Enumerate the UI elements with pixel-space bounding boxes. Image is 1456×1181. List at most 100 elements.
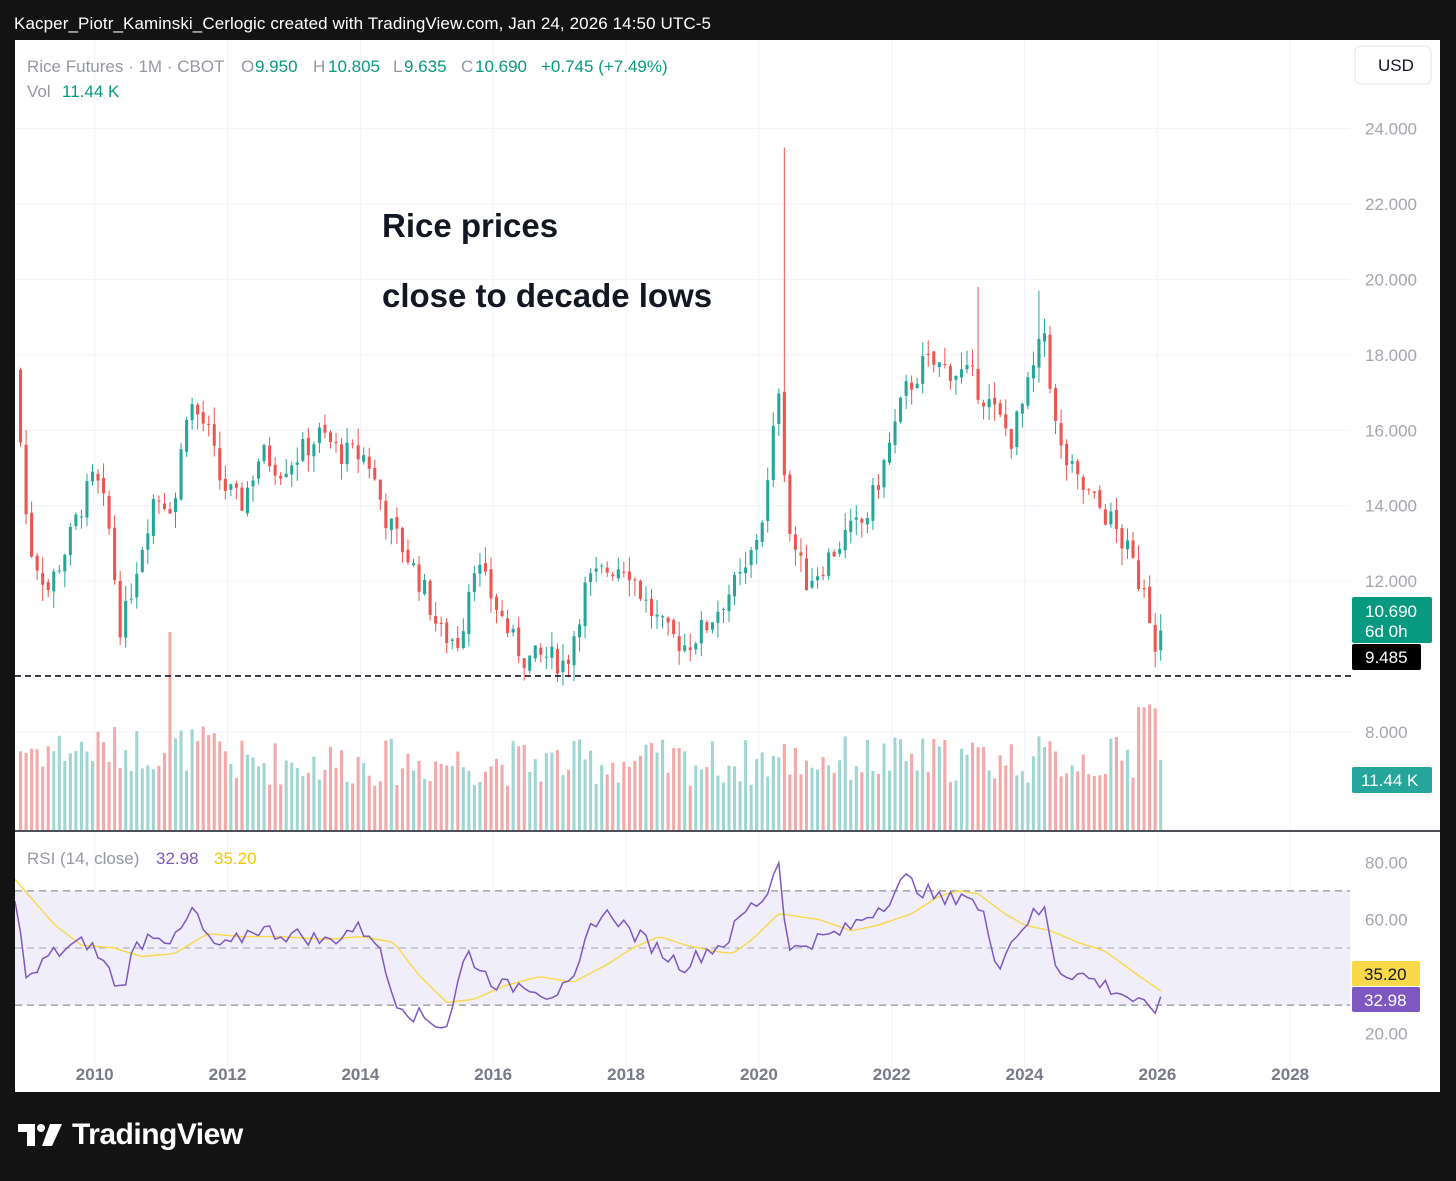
volume-bar xyxy=(887,770,892,830)
rsi-legend-label: RSI (14, close) xyxy=(27,849,139,868)
candle-body xyxy=(804,558,809,591)
volume-bar xyxy=(1042,747,1046,830)
candle-body xyxy=(295,462,299,465)
candle-body xyxy=(904,381,908,396)
volume-bar xyxy=(356,756,360,830)
candle-body xyxy=(622,571,626,573)
candle-body xyxy=(561,660,565,673)
candle-body xyxy=(467,591,471,635)
volume-bar xyxy=(677,748,681,830)
candle-body xyxy=(495,596,499,610)
candle-body xyxy=(876,485,880,490)
volume-bar xyxy=(173,738,178,830)
volume-bar xyxy=(129,771,133,830)
candle-body xyxy=(411,563,416,566)
candle-body xyxy=(340,444,344,464)
time-axis[interactable]: 2010 2012 2014 2016 2018 2020 2022 2024 2026 2028 xyxy=(76,1065,1309,1084)
volume-bar xyxy=(589,750,593,830)
candle-body xyxy=(760,522,764,542)
candle-body xyxy=(118,580,122,638)
candle-body xyxy=(716,611,720,623)
candle-body xyxy=(1142,587,1146,590)
candle-body xyxy=(1092,491,1096,493)
volume-bar xyxy=(245,754,249,830)
candle-body xyxy=(400,527,404,553)
candle-body xyxy=(982,402,986,407)
candle-body xyxy=(389,518,393,530)
candle-body xyxy=(124,600,128,638)
candle-body xyxy=(583,582,587,627)
rsi-tick-label: 60.00 xyxy=(1365,910,1408,929)
last-price-badge: 10.690 6d 0h xyxy=(1352,597,1432,643)
volume-bar xyxy=(965,754,969,830)
volume-bar xyxy=(572,741,576,830)
volume-bar xyxy=(384,740,388,830)
candle-body xyxy=(68,526,72,556)
currency-button[interactable]: USD xyxy=(1354,45,1432,85)
candle-body xyxy=(971,365,975,367)
volume-bar xyxy=(699,769,703,830)
candle-body xyxy=(672,620,676,634)
candle-body xyxy=(616,569,620,579)
volume-bar xyxy=(146,765,150,830)
candle-body xyxy=(1048,334,1052,389)
volume-bar xyxy=(827,765,831,830)
candle-body xyxy=(1125,540,1130,550)
volume-bar xyxy=(849,779,853,830)
candle-body xyxy=(755,539,759,550)
low-value: 9.635 xyxy=(404,57,447,76)
volume-bar xyxy=(777,757,781,830)
volume-bar xyxy=(334,767,338,830)
time-tick-label: 2014 xyxy=(341,1065,379,1084)
volume-bar xyxy=(279,784,283,830)
volume-bar xyxy=(771,755,775,830)
volume-bar xyxy=(317,779,321,830)
candle-body xyxy=(589,573,593,583)
tradingview-logo: TradingView xyxy=(18,1118,243,1152)
candle-body xyxy=(782,391,786,476)
candle-body xyxy=(1153,624,1157,652)
candle-body xyxy=(35,555,39,571)
candle-body xyxy=(1081,477,1085,490)
volume-bar xyxy=(600,765,604,830)
volume-bar xyxy=(843,736,847,830)
volume-bar xyxy=(1137,706,1141,830)
volume-bar xyxy=(1142,707,1146,830)
candle-body xyxy=(926,353,930,355)
volume-bar xyxy=(1048,741,1052,830)
volume-bar xyxy=(721,782,725,830)
candle-body xyxy=(1065,443,1069,466)
chart-canvas[interactable]: 24.000 22.000 20.000 18.000 16.000 14.000 12.0… xyxy=(15,40,1440,1092)
last-price-value: 10.690 xyxy=(1365,602,1417,621)
candle-body xyxy=(677,636,681,652)
candle-body xyxy=(367,456,371,469)
support-price-badge: 9.485 xyxy=(1352,644,1421,670)
volume-bar xyxy=(107,762,111,830)
volume-bar xyxy=(257,766,261,830)
volume-bar xyxy=(1031,756,1035,830)
volume-bar xyxy=(683,751,687,830)
volume-bar xyxy=(439,763,443,830)
symbol-legend: Rice Futures · 1M · CBOT O 9.950 H 10.80… xyxy=(27,57,668,101)
volume-bar xyxy=(1153,708,1157,830)
candle-body xyxy=(489,569,493,599)
volume-value: 11.44 K xyxy=(62,82,120,101)
candle-body xyxy=(262,445,266,462)
volume-bar xyxy=(400,768,404,830)
volume-bar xyxy=(223,751,227,830)
candle-body xyxy=(915,383,919,389)
candle-body xyxy=(799,552,803,556)
volume-bar xyxy=(102,741,106,830)
volume-bar xyxy=(417,760,421,830)
volume-bar xyxy=(113,727,117,830)
volume-bar xyxy=(1026,782,1030,830)
volume-bar xyxy=(467,770,471,830)
volume-bar xyxy=(423,779,427,830)
candle-body xyxy=(323,424,327,433)
bar-countdown: 6d 0h xyxy=(1365,622,1408,641)
volume-bar xyxy=(157,765,161,830)
volume-bar xyxy=(1076,771,1080,830)
chart-frame[interactable]: 24.000 22.000 20.000 18.000 16.000 14.000 12.0… xyxy=(15,40,1440,1092)
volume-bar xyxy=(240,740,244,830)
volume-bar xyxy=(506,785,510,830)
